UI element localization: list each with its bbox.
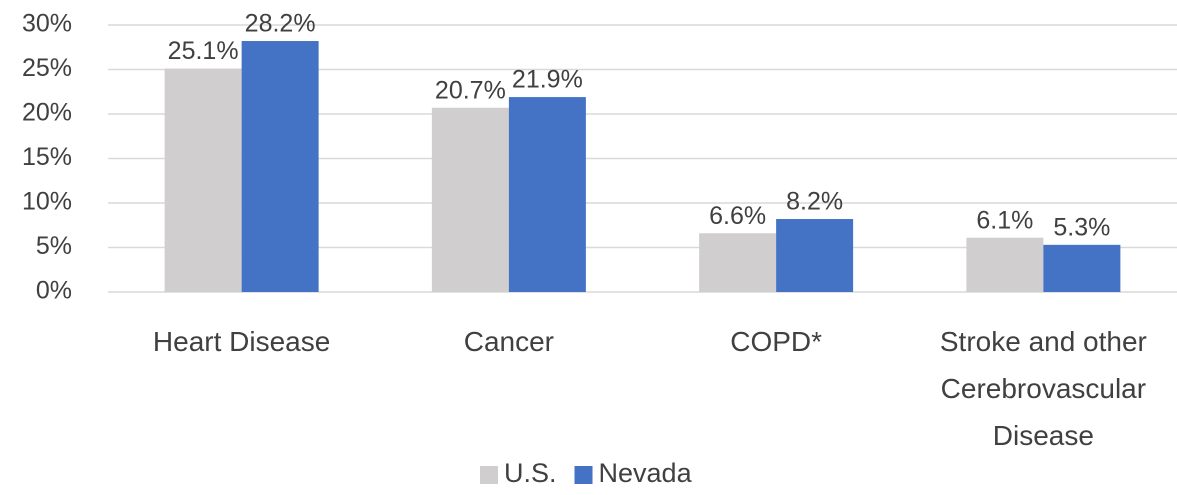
y-tick-label: 20%	[22, 99, 72, 127]
y-tick-label: 15%	[22, 143, 72, 171]
data-label: 8.2%	[786, 188, 843, 216]
y-tick-label: 0%	[36, 277, 72, 305]
legend-label: Nevada	[599, 458, 693, 488]
data-label: 21.9%	[512, 66, 583, 94]
data-label: 25.1%	[168, 37, 239, 65]
legend-label: U.S.	[504, 458, 557, 488]
legend-swatch	[574, 466, 593, 484]
bar	[241, 41, 319, 292]
bar	[1043, 244, 1121, 292]
x-tick-label: Cancer	[463, 326, 554, 357]
y-tick-label: 30%	[22, 10, 72, 38]
y-tick-label: 5%	[36, 232, 72, 260]
x-tick-label: COPD*	[730, 326, 823, 357]
x-tick-label: Heart Disease	[152, 326, 331, 357]
bar	[431, 107, 509, 293]
bar	[966, 237, 1044, 292]
data-label: 28.2%	[245, 10, 316, 38]
data-label: 5.3%	[1053, 213, 1110, 241]
legend-swatch	[480, 466, 498, 484]
bar	[164, 68, 242, 292]
bar	[508, 97, 586, 292]
x-tick-label: Stroke and other Cerebrovascular Disease	[939, 326, 1147, 451]
bar	[699, 233, 777, 292]
bar	[776, 219, 854, 292]
data-label: 20.7%	[435, 76, 506, 104]
y-tick-label: 10%	[22, 188, 72, 216]
data-label: 6.6%	[709, 202, 766, 230]
data-label: 6.1%	[976, 206, 1033, 234]
y-tick-label: 25%	[22, 54, 72, 82]
